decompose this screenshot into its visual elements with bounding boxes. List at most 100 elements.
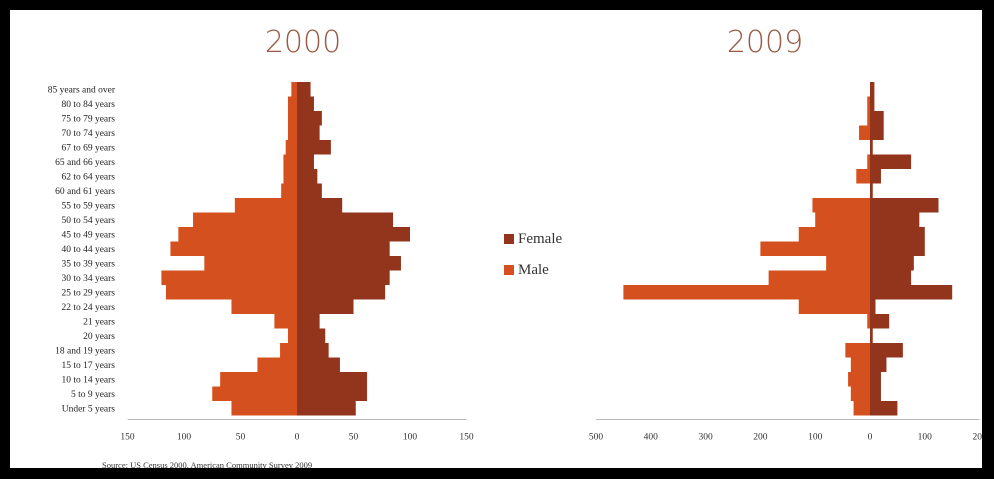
male-bar xyxy=(280,343,297,358)
x-tick-label: 400 xyxy=(644,433,659,443)
age-label: 85 years and over xyxy=(48,85,116,95)
x-tick-label: 150 xyxy=(459,433,474,443)
legend-female-label: Female xyxy=(518,231,562,247)
male-bar xyxy=(287,111,297,126)
chart-title-2000: 2000 xyxy=(265,25,341,60)
age-label: 70 to 74 years xyxy=(61,129,115,139)
male-bar xyxy=(291,82,297,97)
male-bar xyxy=(867,111,870,126)
male-bar xyxy=(812,198,870,213)
male-bar xyxy=(204,256,297,271)
age-label: 30 to 34 years xyxy=(61,274,115,284)
female-bar xyxy=(297,357,340,372)
age-label: 5 to 9 years xyxy=(71,390,115,400)
age-label: 55 to 59 years xyxy=(61,201,115,211)
female-bar xyxy=(870,241,925,256)
male-bar xyxy=(231,299,297,314)
female-bar xyxy=(297,372,368,387)
male-bar xyxy=(798,299,870,314)
x-tick-label: 100 xyxy=(177,433,192,443)
female-bar xyxy=(870,386,881,401)
age-label: 50 to 54 years xyxy=(61,216,115,226)
female-bar xyxy=(297,198,343,213)
male-bar xyxy=(798,227,870,242)
age-label: Under 5 years xyxy=(62,404,116,414)
x-tick-label: 100 xyxy=(808,433,823,443)
female-bar xyxy=(870,401,898,416)
age-label: 15 to 17 years xyxy=(61,361,115,371)
male-bar xyxy=(815,212,870,227)
male-bar xyxy=(274,314,297,329)
male-bar xyxy=(845,343,870,358)
legend-male-label: Male xyxy=(518,262,549,278)
male-bar xyxy=(768,270,870,285)
x-tick-label: 100 xyxy=(403,433,418,443)
age-label: 22 to 24 years xyxy=(61,303,115,313)
age-label: 45 to 49 years xyxy=(61,230,115,240)
x-tick-label: 50 xyxy=(349,433,359,443)
male-bar xyxy=(285,140,297,155)
male-bar xyxy=(850,386,870,401)
female-bar xyxy=(870,125,884,140)
x-tick-label: 200 xyxy=(972,433,982,443)
male-bar xyxy=(212,386,297,401)
male-bar xyxy=(859,125,870,140)
male-bar xyxy=(287,96,297,111)
age-label: 60 and 61 years xyxy=(55,187,115,197)
male-bar xyxy=(161,270,297,285)
female-bar xyxy=(297,270,390,285)
male-bar xyxy=(165,285,297,300)
age-label: 21 years xyxy=(83,317,115,327)
male-bar xyxy=(853,401,870,416)
male-bar xyxy=(231,401,297,416)
female-bar xyxy=(870,169,881,184)
male-bar xyxy=(170,241,297,256)
male-bar xyxy=(867,154,870,169)
male-bar xyxy=(283,154,297,169)
female-bar xyxy=(297,401,356,416)
age-label: 10 to 14 years xyxy=(61,375,115,385)
chart-title-2009: 2009 xyxy=(727,25,803,60)
male-bar xyxy=(867,96,870,111)
female-bar xyxy=(297,386,368,401)
male-bar xyxy=(234,198,297,213)
age-label: 80 to 84 years xyxy=(61,100,115,110)
female-bar xyxy=(297,82,311,97)
female-bar xyxy=(870,270,912,285)
female-bar xyxy=(870,299,876,314)
female-bar xyxy=(870,82,875,97)
female-bar xyxy=(297,154,314,169)
female-bar xyxy=(297,314,320,329)
age-label: 18 and 19 years xyxy=(55,346,115,356)
x-tick-label: 0 xyxy=(868,433,873,443)
female-bar xyxy=(297,125,320,140)
female-bar xyxy=(297,343,329,358)
female-bar xyxy=(297,285,386,300)
female-bar xyxy=(870,96,875,111)
male-bar xyxy=(287,328,297,343)
male-bar xyxy=(281,183,297,198)
male-bar xyxy=(178,227,297,242)
male-bar xyxy=(826,256,870,271)
legend-female-swatch xyxy=(504,234,514,244)
male-bar xyxy=(623,285,870,300)
male-bar xyxy=(220,372,297,387)
female-bar xyxy=(870,198,939,213)
female-bar xyxy=(870,212,920,227)
female-bar xyxy=(870,183,873,198)
female-bar xyxy=(870,256,914,271)
male-bar xyxy=(867,314,870,329)
female-bar xyxy=(297,111,322,126)
female-bar xyxy=(297,140,331,155)
female-bar xyxy=(297,183,322,198)
male-bar xyxy=(193,212,297,227)
legend-male-swatch xyxy=(504,265,514,275)
age-label: 65 and 66 years xyxy=(55,158,115,168)
x-tick-label: 50 xyxy=(236,433,246,443)
female-bar xyxy=(870,357,887,372)
age-label: 67 to 69 years xyxy=(61,143,115,153)
source-note: Source: US Census 2000, American Communi… xyxy=(102,460,312,468)
age-label: 40 to 44 years xyxy=(61,245,115,255)
